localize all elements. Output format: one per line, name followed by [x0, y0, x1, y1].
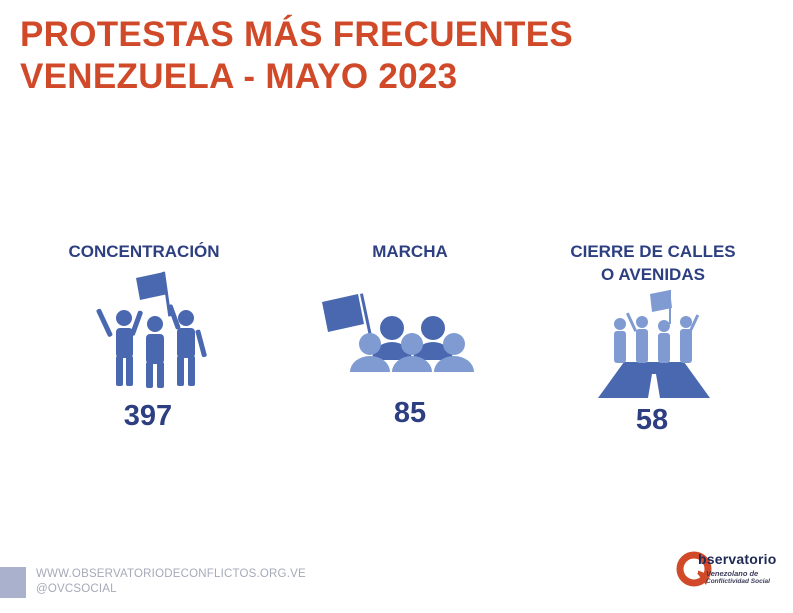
category-label: CIERRE DE CALLES O AVENIDAS — [570, 242, 736, 284]
concentracion-count: 397 — [123, 400, 173, 432]
logo-o-icon — [676, 551, 712, 587]
road-block-people-icon — [598, 290, 710, 398]
march-crowd-flag-icon — [322, 293, 474, 372]
title-line-2: VENEZUELA - MAYO 2023 — [20, 57, 458, 96]
category-label: MARCHA — [372, 242, 448, 261]
footer-text: WWW.OBSERVATORIODECONFLICTOS.ORG.VE @OVC… — [36, 567, 306, 597]
observatorio-logo: bservatorio Venezolano de Conflictividad… — [676, 547, 788, 597]
rally-people-flag-icon — [96, 271, 207, 388]
category-concentracion: CONCENTRACIÓN — [54, 240, 234, 263]
category-marcha: MARCHA — [320, 240, 500, 263]
category-cierre-de-calles: CIERRE DE CALLES O AVENIDAS — [560, 240, 746, 286]
page-title: PROTESTAS MÁS FRECUENTES VENEZUELA - MAY… — [20, 14, 573, 98]
category-label: CONCENTRACIÓN — [68, 242, 220, 261]
title-line-1: PROTESTAS MÁS FRECUENTES — [20, 15, 573, 54]
logo-subtitle-2: Conflictividad Social — [706, 578, 770, 585]
website-link[interactable]: WWW.OBSERVATORIODECONFLICTOS.ORG.VE — [36, 568, 306, 580]
cierre-count: 58 — [635, 404, 669, 436]
marcha-count: 85 — [393, 397, 427, 429]
social-handle[interactable]: @OVCSOCIAL — [36, 583, 117, 595]
logo-word: bservatorio — [698, 551, 777, 567]
logo-subtitle-1: Venezolano de — [706, 569, 759, 578]
footer-accent-bar — [0, 567, 26, 598]
